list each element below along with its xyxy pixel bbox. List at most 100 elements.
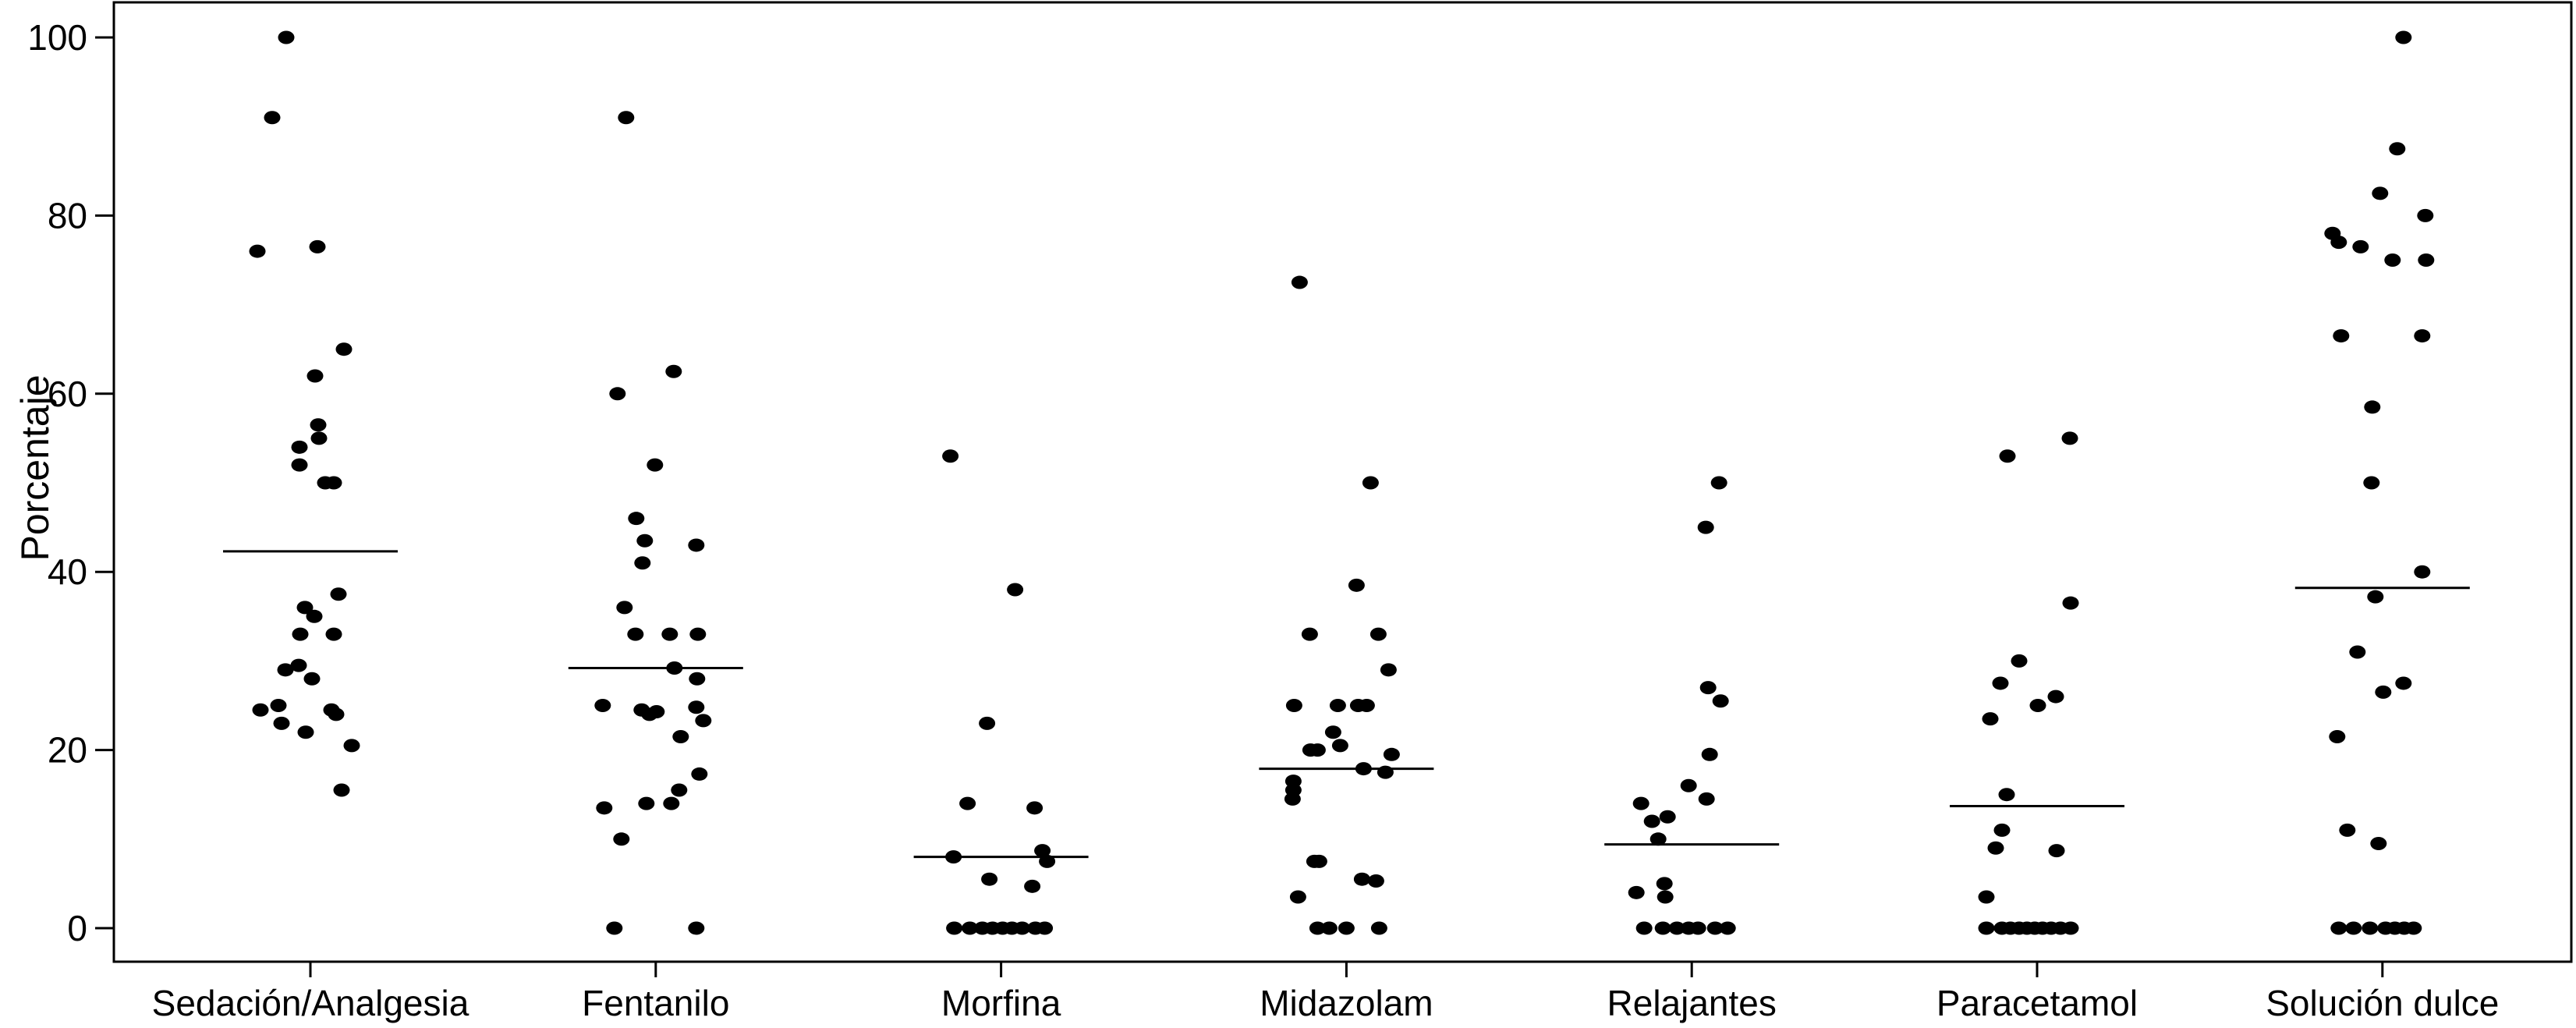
data-point (641, 707, 658, 721)
data-point (1355, 762, 1372, 776)
data-point (1348, 578, 1365, 592)
data-point (2352, 239, 2369, 253)
data-point (1987, 841, 2004, 855)
category-label-fentanilo: Fentanilo (582, 983, 729, 1023)
data-point (2047, 689, 2064, 704)
data-point (1362, 476, 1379, 490)
data-point (1285, 699, 1302, 712)
data-point (1309, 921, 1326, 935)
data-point (1649, 832, 1667, 846)
data-point (2372, 186, 2389, 200)
data-point (1039, 854, 1056, 868)
data-point (1331, 739, 1348, 753)
data-point (1668, 921, 1685, 935)
y-axis-title: Porcentaje (13, 374, 57, 561)
data-point (306, 609, 323, 623)
data-point (691, 767, 708, 781)
data-point (1659, 810, 1676, 824)
data-point (1291, 275, 1308, 289)
data-point (2370, 837, 2387, 851)
data-point (2333, 329, 2350, 343)
data-point (1632, 796, 1649, 810)
data-point (306, 369, 324, 383)
data-point (270, 699, 287, 712)
y-tick-label: 60 (48, 374, 87, 414)
data-point (1993, 823, 2011, 837)
data-point (2414, 565, 2431, 579)
data-point (1284, 792, 1301, 806)
data-point (2048, 844, 2065, 858)
data-point (325, 627, 342, 641)
data-point (1643, 814, 1660, 828)
data-point (945, 850, 962, 864)
data-point (252, 703, 269, 717)
data-point (1370, 921, 1387, 935)
data-point (1320, 921, 1338, 935)
data-point (1353, 872, 1370, 886)
data-point (596, 801, 613, 815)
data-point (2061, 431, 2078, 445)
data-point (278, 30, 295, 44)
data-point (663, 796, 680, 810)
data-point (689, 672, 706, 686)
data-point (1680, 778, 1697, 792)
data-point (2389, 142, 2406, 156)
data-point (343, 739, 360, 753)
y-tick-label: 0 (67, 908, 87, 948)
data-point (609, 387, 626, 401)
data-point (981, 872, 998, 886)
data-point (1657, 890, 1674, 904)
data-point (627, 627, 644, 641)
data-point (1034, 844, 1051, 858)
data-point (1383, 747, 1400, 761)
data-point (2375, 685, 2392, 699)
data-point (2405, 921, 2422, 935)
data-point (1324, 725, 1341, 739)
data-point (962, 921, 979, 935)
data-point (1024, 879, 1041, 893)
data-point (1701, 747, 1718, 761)
data-point (296, 601, 314, 615)
data-point (1697, 520, 1714, 534)
data-point (1310, 854, 1327, 868)
data-point (1654, 921, 1671, 935)
data-point (613, 832, 630, 846)
data-point (1978, 921, 1995, 935)
data-point (1380, 663, 1397, 677)
data-point (1710, 476, 1727, 490)
category-label-relajantes: Relajantes (1607, 983, 1777, 1023)
data-point (688, 700, 705, 714)
data-point (2364, 400, 2381, 414)
data-point (277, 663, 294, 677)
data-point (328, 707, 345, 721)
category-label-soluci-n-dulce: Solución dulce (2266, 983, 2499, 1023)
data-point (1689, 921, 1706, 935)
data-point (671, 783, 688, 797)
data-point (1369, 627, 1387, 641)
data-point (1699, 681, 1717, 695)
plot-area (112, 1, 2573, 963)
data-point (661, 627, 679, 641)
data-point (335, 342, 353, 356)
data-point (672, 729, 689, 743)
data-point (594, 699, 611, 712)
data-point (330, 587, 347, 601)
data-point (292, 627, 309, 641)
data-point (647, 458, 664, 472)
data-point (618, 111, 635, 125)
data-point (273, 716, 290, 730)
data-point (1628, 885, 1645, 899)
data-point (1036, 921, 1054, 935)
data-point (2345, 921, 2362, 935)
data-point (666, 661, 683, 675)
data-point (2329, 729, 2346, 743)
data-point (310, 431, 328, 445)
data-point (2330, 236, 2347, 250)
data-point (2418, 253, 2435, 267)
data-point (1999, 449, 2016, 463)
data-point (1367, 874, 1384, 888)
data-point (1719, 921, 1736, 935)
data-point (291, 458, 308, 472)
data-point (291, 440, 308, 454)
